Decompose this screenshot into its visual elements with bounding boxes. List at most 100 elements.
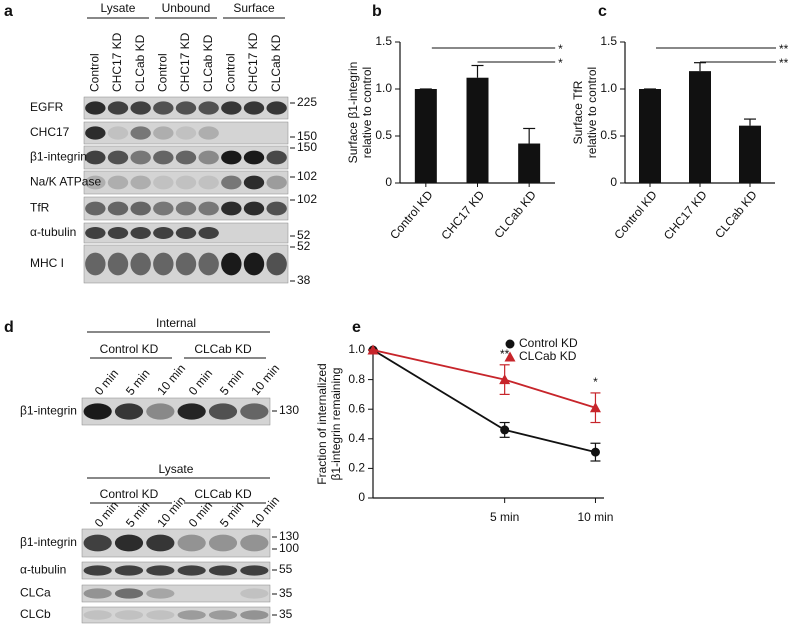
band [221,201,242,216]
band [83,565,112,576]
band [243,252,265,276]
band [243,101,265,115]
band [175,175,197,190]
group-label: Control KD [100,342,159,356]
significance-label: ** [500,347,510,361]
group-label: Surface [233,1,275,15]
band [243,150,265,165]
band [107,150,129,165]
y-tick-label: 0 [385,175,392,189]
band [198,126,219,140]
band [175,227,197,239]
significance-label: ** [779,42,788,56]
y-tick-label: 0 [358,490,365,504]
lane-label: CHC17 KD [110,32,124,92]
bar [466,77,489,183]
marker-label: 102 [297,192,317,206]
marker-label: 38 [297,273,311,287]
band [266,252,287,276]
y-tick-label: 1.5 [600,34,617,48]
marker-label: 52 [297,239,311,253]
band [85,252,106,276]
y-tick-label: 0.8 [348,372,365,386]
lane-label: CHC17 KD [246,32,260,92]
x-tick-label: Control KD [387,188,436,242]
row-blot [81,606,271,624]
band [266,150,287,165]
group-label: CLCab KD [194,342,252,356]
band [175,101,197,115]
panel-label: b [372,3,382,20]
y-axis-label: Surface β1-integrin [346,62,360,164]
y-tick-label: 0.5 [375,128,392,142]
band [240,588,269,599]
marker-label: 55 [279,562,293,576]
row-label: α-tubulin [30,225,76,239]
band [198,150,219,165]
marker-label: 130 [279,403,299,417]
y-tick-label: 0.5 [600,128,617,142]
row-label: β1-integrin [30,150,87,164]
band [114,403,144,420]
band [107,201,129,216]
bar [739,125,761,183]
band [198,227,219,239]
marker-label: 130 [279,529,299,543]
band [83,610,112,620]
band [114,588,144,599]
y-tick-label: 1.0 [348,342,365,356]
bar [689,71,711,183]
row-label: CLCb [20,607,51,621]
point [499,374,511,385]
band [83,403,112,420]
x-tick-label: CLCab KD [491,188,539,241]
band [130,126,151,140]
band [153,150,174,165]
band [266,201,287,216]
band [130,101,151,115]
band [130,227,151,239]
lane-label: 10 min [154,361,188,398]
y-axis-label: Fraction of internalized [315,363,329,484]
row-label: β1-integrin [20,404,77,418]
band [153,201,174,216]
band [198,101,219,115]
group-label: Unbound [162,1,211,15]
band [130,252,151,276]
y-tick-label: 1.0 [375,81,392,95]
band [266,101,287,115]
band [208,534,238,552]
lane-label: Control [156,53,170,92]
band [177,403,206,420]
row-label: α-tubulin [20,563,66,577]
marker-label: 150 [297,140,317,154]
row-blot [81,528,271,558]
band [85,101,106,115]
band [107,252,129,276]
lane-label: 5 min [123,366,153,397]
band [208,403,238,420]
band [85,126,106,140]
point [590,447,600,457]
row-label: CHC17 [30,125,70,139]
y-tick-label: 0.6 [348,401,365,415]
significance-label: * [558,56,563,70]
group-label: CLCab KD [194,487,252,501]
band [198,175,219,190]
row-blot [83,170,289,195]
point [500,425,510,435]
band [153,175,174,190]
bar [518,143,541,183]
marker-label: 35 [279,586,293,600]
lane-label: Control [224,53,238,92]
lane-label: 5 min [217,366,247,397]
band [198,252,219,276]
lane-label: 0 min [92,366,122,397]
band [85,201,106,216]
row-label: EGFR [30,100,64,114]
lane-label: CLCab KD [133,34,147,92]
significance-label: * [593,375,598,389]
panel-label: c [598,3,607,20]
lane-label: CHC17 KD [178,32,192,92]
